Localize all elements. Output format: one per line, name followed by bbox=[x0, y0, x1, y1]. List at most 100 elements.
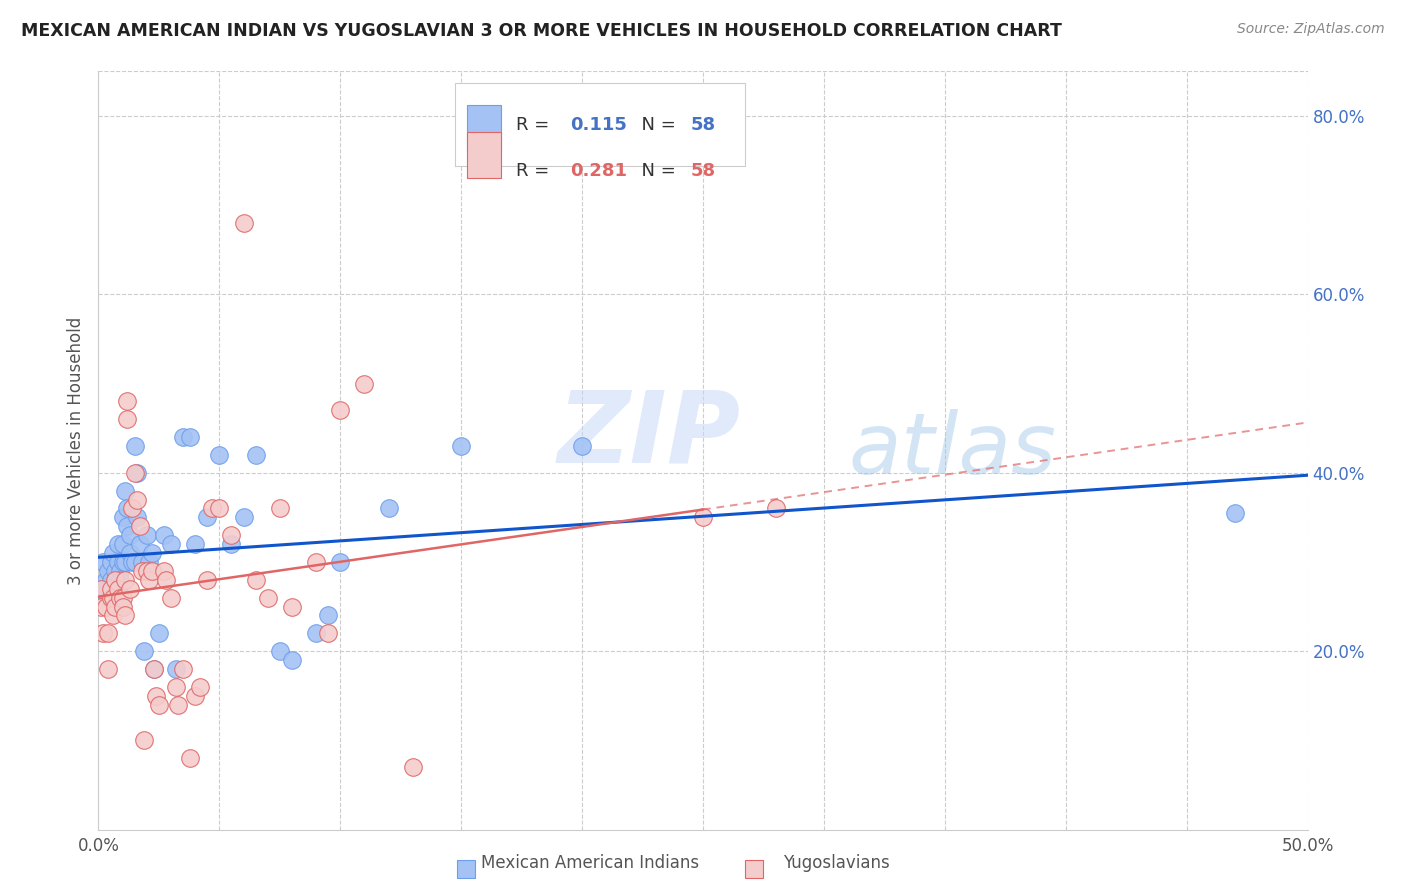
Point bbox=[353, 376, 375, 391]
Point bbox=[104, 582, 127, 596]
Point bbox=[148, 698, 170, 712]
Point bbox=[329, 555, 352, 569]
Point bbox=[316, 608, 339, 623]
Point bbox=[118, 546, 141, 560]
Point bbox=[143, 662, 166, 676]
Point bbox=[111, 510, 134, 524]
Point bbox=[124, 466, 146, 480]
Point bbox=[107, 555, 129, 569]
Point bbox=[281, 653, 304, 667]
Point bbox=[104, 564, 127, 578]
Point bbox=[179, 751, 201, 765]
Point bbox=[165, 680, 187, 694]
Point bbox=[90, 599, 112, 614]
Point bbox=[117, 394, 139, 409]
Text: Mexican American Indians: Mexican American Indians bbox=[481, 855, 700, 872]
Point bbox=[571, 439, 593, 453]
Point bbox=[114, 555, 136, 569]
Point bbox=[232, 216, 254, 230]
Point bbox=[160, 537, 183, 551]
Point bbox=[195, 510, 218, 524]
Text: N =: N = bbox=[630, 161, 682, 179]
Point bbox=[127, 510, 149, 524]
Point bbox=[141, 546, 163, 560]
Point bbox=[127, 492, 149, 507]
Point bbox=[117, 519, 139, 533]
Point bbox=[97, 564, 120, 578]
Point bbox=[152, 564, 174, 578]
Point bbox=[118, 582, 141, 596]
Point bbox=[245, 573, 267, 587]
Point bbox=[127, 466, 149, 480]
Bar bbox=[467, 132, 501, 178]
Point bbox=[108, 573, 131, 587]
Point bbox=[111, 555, 134, 569]
Point bbox=[281, 599, 304, 614]
Point bbox=[329, 403, 352, 417]
Point bbox=[269, 501, 291, 516]
Point bbox=[90, 582, 112, 596]
Bar bbox=[467, 105, 501, 151]
Point bbox=[450, 439, 472, 453]
Text: 0.281: 0.281 bbox=[569, 161, 627, 179]
Point bbox=[131, 555, 153, 569]
Point bbox=[765, 501, 787, 516]
Point bbox=[107, 582, 129, 596]
Point bbox=[91, 555, 114, 569]
Point bbox=[165, 662, 187, 676]
Point bbox=[94, 599, 117, 614]
Point bbox=[100, 573, 122, 587]
Point bbox=[138, 555, 160, 569]
Point bbox=[135, 564, 157, 578]
Point bbox=[1223, 506, 1246, 520]
Point bbox=[305, 555, 328, 569]
Point bbox=[97, 626, 120, 640]
Point bbox=[135, 528, 157, 542]
Point bbox=[184, 537, 207, 551]
Point bbox=[155, 573, 177, 587]
Point bbox=[160, 591, 183, 605]
Point bbox=[152, 528, 174, 542]
Point bbox=[94, 573, 117, 587]
Point bbox=[141, 564, 163, 578]
Text: 0.115: 0.115 bbox=[569, 116, 627, 134]
Text: ZIP: ZIP bbox=[558, 387, 741, 483]
Point bbox=[124, 439, 146, 453]
Point bbox=[114, 573, 136, 587]
Point bbox=[107, 537, 129, 551]
Point bbox=[94, 591, 117, 605]
Point bbox=[232, 510, 254, 524]
Point bbox=[108, 591, 131, 605]
Point bbox=[221, 537, 243, 551]
Point bbox=[145, 689, 167, 703]
Point bbox=[138, 573, 160, 587]
Point bbox=[111, 591, 134, 605]
Point bbox=[97, 582, 120, 596]
Point bbox=[269, 644, 291, 658]
Point bbox=[114, 608, 136, 623]
Point bbox=[188, 680, 211, 694]
Point bbox=[172, 662, 194, 676]
Text: N =: N = bbox=[630, 116, 682, 134]
Point bbox=[184, 689, 207, 703]
Point bbox=[131, 564, 153, 578]
Point bbox=[111, 537, 134, 551]
Point bbox=[377, 501, 399, 516]
Point bbox=[101, 582, 124, 596]
Point bbox=[111, 599, 134, 614]
Point bbox=[100, 582, 122, 596]
Point bbox=[143, 662, 166, 676]
Point bbox=[316, 626, 339, 640]
Point bbox=[245, 448, 267, 462]
Point bbox=[101, 591, 124, 605]
Point bbox=[100, 555, 122, 569]
Point bbox=[128, 537, 150, 551]
Text: Yugoslavians: Yugoslavians bbox=[783, 855, 890, 872]
Y-axis label: 3 or more Vehicles in Household: 3 or more Vehicles in Household bbox=[66, 317, 84, 584]
Point bbox=[692, 510, 714, 524]
FancyBboxPatch shape bbox=[456, 83, 745, 166]
Point bbox=[121, 501, 143, 516]
Point bbox=[208, 501, 231, 516]
Point bbox=[167, 698, 190, 712]
Point bbox=[117, 412, 139, 426]
